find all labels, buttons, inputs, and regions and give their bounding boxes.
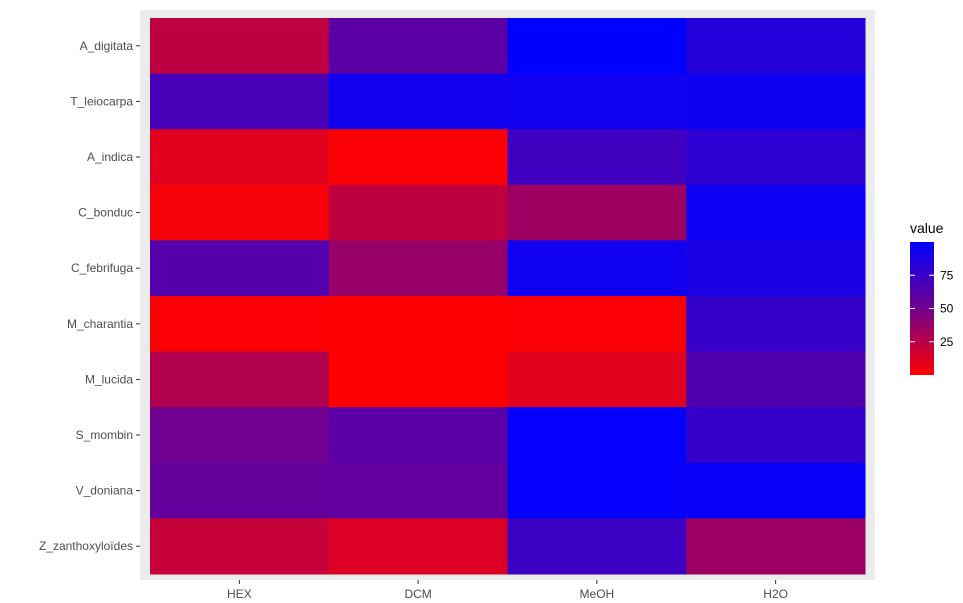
heatmap-cell: [328, 351, 508, 408]
legend-tick-label: 75: [940, 268, 954, 282]
heatmap-cell: [328, 240, 508, 297]
heatmap-cell: [150, 462, 330, 519]
heatmap-cell: [686, 18, 866, 75]
heatmap-cell: [150, 407, 330, 464]
heatmap-cell: [328, 462, 508, 519]
y-tick-label: M_charantia: [67, 317, 133, 331]
x-axis: HEX DCM MeOH H2O: [227, 580, 788, 601]
heatmap-cell: [150, 351, 330, 408]
heatmap-cell: [507, 129, 687, 186]
heatmap-cell: [507, 73, 687, 130]
heatmap-cell: [328, 296, 508, 353]
y-tick-label: A_indica: [87, 150, 133, 164]
heatmap-cell: [507, 351, 687, 408]
y-axis: A_digitata T_leiocarpa A_indica C_bonduc C_f…: [39, 39, 140, 553]
heatmap-cells: [150, 18, 866, 575]
heatmap-cell: [328, 18, 508, 75]
heatmap-cell: [150, 184, 330, 241]
heatmap-cell: [507, 462, 687, 519]
heatmap-cell: [507, 518, 687, 575]
y-tick-label: C_bonduc: [78, 206, 133, 220]
x-tick-label: HEX: [227, 587, 252, 601]
legend-tick-label: 50: [940, 302, 954, 316]
heatmap-cell: [328, 73, 508, 130]
heatmap-cell: [686, 296, 866, 353]
legend-tick-label: 25: [940, 335, 954, 349]
heatmap-cell: [150, 73, 330, 130]
heatmap-cell: [507, 184, 687, 241]
heatmap-cell: [150, 129, 330, 186]
heatmap-cell: [328, 129, 508, 186]
y-tick-label: Z_zanthoxyloïdes: [39, 539, 133, 553]
y-tick-label: A_digitata: [80, 39, 134, 53]
heatmap-cell: [507, 407, 687, 464]
y-tick-label: C_febrifuga: [71, 261, 133, 275]
heatmap-cell: [507, 296, 687, 353]
y-tick-label: M_lucida: [85, 372, 133, 386]
heatmap-cell: [150, 518, 330, 575]
heatmap-cell: [328, 407, 508, 464]
heatmap-cell: [686, 184, 866, 241]
y-tick-label: S_mombin: [76, 428, 133, 442]
legend-title: value: [910, 220, 944, 236]
heatmap-cell: [328, 518, 508, 575]
x-tick-label: H2O: [763, 587, 788, 601]
heatmap-cell: [507, 18, 687, 75]
heatmap-cell: [150, 240, 330, 297]
heatmap-cell: [686, 351, 866, 408]
y-tick-label: T_leiocarpa: [70, 94, 133, 108]
heatmap-cell: [686, 73, 866, 130]
y-tick-label: V_doniana: [76, 484, 134, 498]
legend: value 25 50 75: [910, 220, 954, 375]
heatmap-cell: [150, 18, 330, 75]
heatmap-cell: [507, 240, 687, 297]
heatmap-cell: [150, 296, 330, 353]
legend-ticks: 25 50 75: [910, 268, 954, 349]
heatmap-cell: [686, 129, 866, 186]
heatmap-cell: [328, 184, 508, 241]
heatmap-cell: [686, 518, 866, 575]
x-tick-label: MeOH: [580, 587, 615, 601]
heatmap-cell: [686, 407, 866, 464]
heatmap-cell: [686, 240, 866, 297]
x-tick-label: DCM: [404, 587, 431, 601]
heatmap-cell: [686, 462, 866, 519]
